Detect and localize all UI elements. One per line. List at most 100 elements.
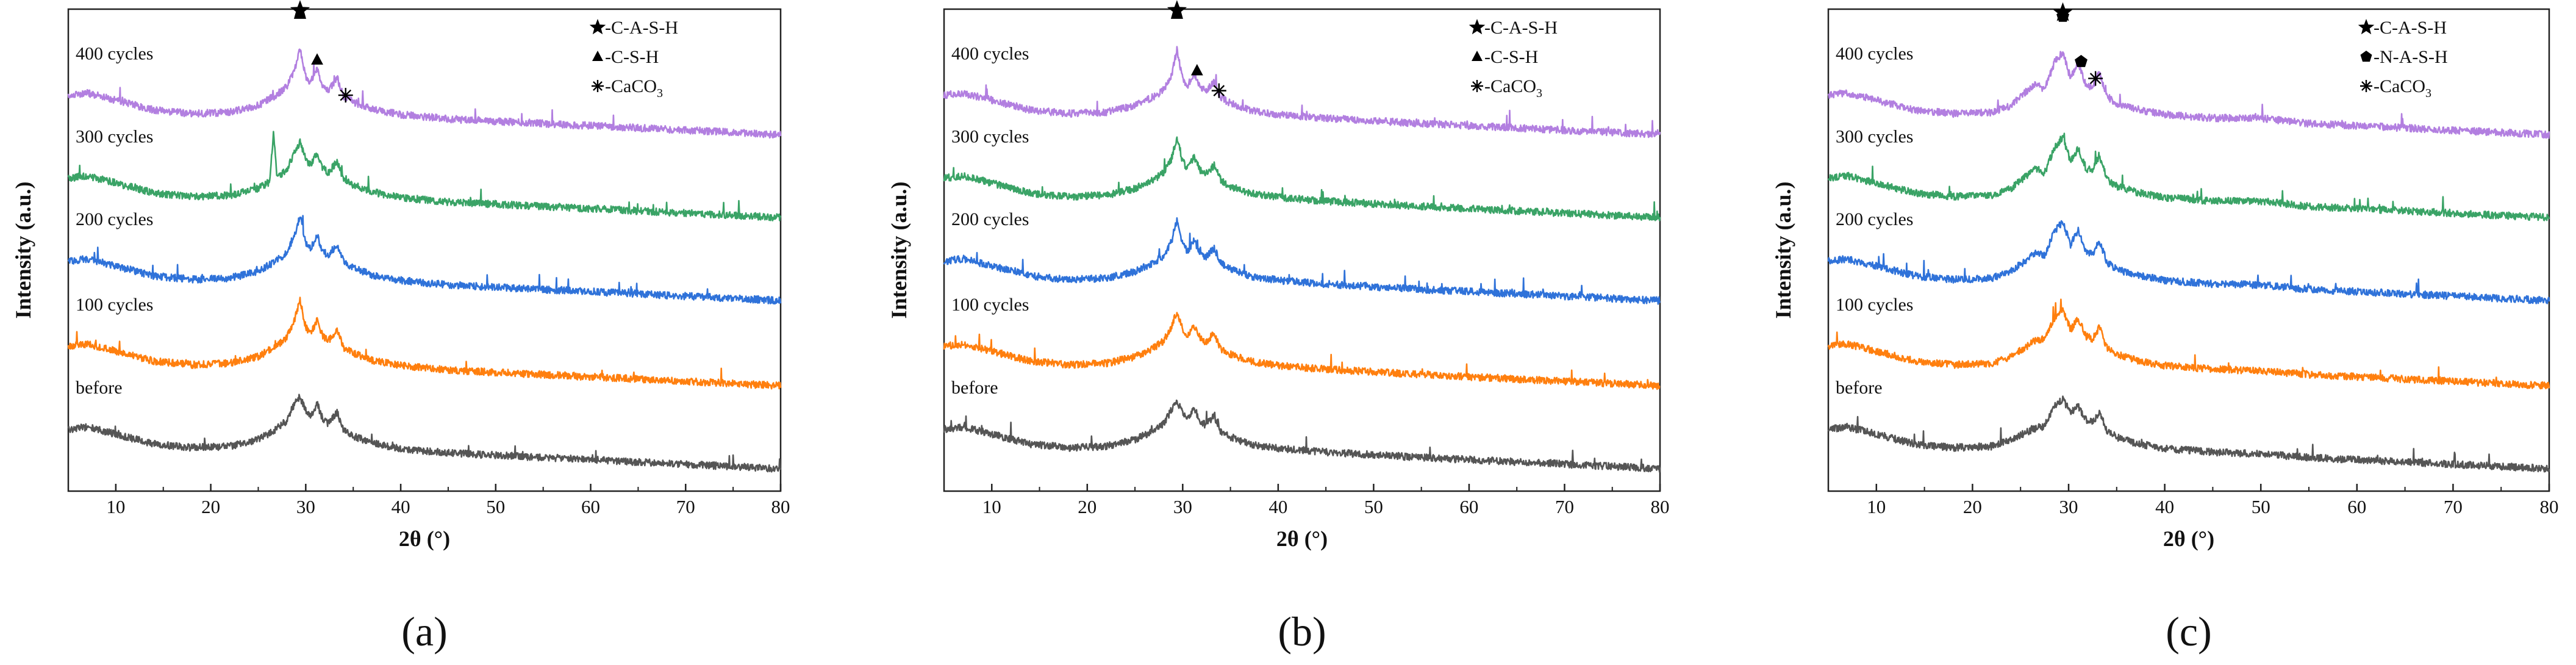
x-tick-label: 70 [1555,496,1574,517]
panel-1: 10 20 30 40 50 60 70 80 2θ (°) Intensity (a.u.) be… [11,0,790,655]
x-tick-label: 80 [2540,496,2559,517]
legend-entry: -CaCO3 [1484,76,1542,100]
legend-entry: -C-S-H [1484,47,1538,67]
panel-label: (a) [401,608,447,655]
x-tick-label: 20 [1078,496,1097,517]
legend-asterisk-icon [2360,80,2372,92]
series-label: before [951,378,998,398]
series-label: before [76,378,123,398]
legend-entry: -C-A-S-H [2374,18,2447,38]
x-tick-label: 50 [1364,496,1383,517]
asterisk-peak-marker [1211,83,1226,98]
series-label: 200 cycles [1836,209,1913,229]
x-tick-label: 70 [2444,496,2463,517]
pentagon-peak-marker [2075,55,2088,67]
series-label: 300 cycles [76,126,153,146]
legend-entry: -C-S-H [605,47,659,67]
series-label: 200 cycles [76,209,153,229]
x-tick-label: 30 [296,496,315,517]
legend-subscript: 3 [1536,87,1542,100]
x-tick-label: 60 [581,496,600,517]
series-300-cycles-line [1827,132,2550,221]
x-tick-label: 60 [1459,496,1478,517]
legend-entry: -N-A-S-H [2374,47,2448,67]
legend-triangle-icon [1472,51,1483,61]
x-tick-label: 20 [1963,496,1982,517]
series-before-line [1827,395,2550,473]
y-axis-label: Intensity (a.u.) [887,181,911,318]
series-400-cycles-line [67,48,782,139]
legend-star-icon [2358,19,2375,35]
series-label: 400 cycles [76,43,153,63]
x-axis-label: 2θ (°) [399,527,450,551]
legend-entry: -C-A-S-H [605,18,678,38]
x-tick-label: 60 [2347,496,2366,517]
legend-asterisk-icon [592,80,604,92]
series-before-line [943,399,1661,473]
legend-entry: -CaCO3 [605,76,663,100]
legend-asterisk-icon [1471,80,1483,92]
series-label: 100 cycles [76,295,153,315]
series-label: 300 cycles [1836,126,1913,146]
x-axis-label: 2θ (°) [1276,527,1328,551]
triangle-peak-marker [311,53,323,65]
x-tick-label: 80 [1651,496,1670,517]
x-axis-label: 2θ (°) [2163,527,2214,551]
series-200-cycles-line [943,217,1661,305]
legend-subscript: 3 [657,87,663,100]
triangle-peak-marker [1190,63,1203,76]
legend-triangle-icon [592,51,603,61]
panel-label: (c) [2166,608,2211,655]
series-label: 400 cycles [951,43,1029,63]
y-axis-label: Intensity (a.u.) [11,181,35,318]
series-400-cycles-line [1827,51,2550,139]
legend-star-icon [1469,19,1486,35]
x-tick-label: 30 [1173,496,1192,517]
x-tick-label: 30 [2059,496,2078,517]
plot-frame [1827,8,2550,492]
x-tick-label: 50 [2252,496,2270,517]
series-label: 100 cycles [1836,295,1913,315]
legend-star-icon [589,19,606,35]
series-label: 400 cycles [1836,43,1913,63]
y-axis-label: Intensity (a.u.) [1771,181,1795,318]
x-tick-label: 50 [486,496,505,517]
x-tick-label: 70 [676,496,695,517]
series-before-line [67,394,782,473]
legend-pentagon-icon [2360,51,2372,62]
series-300-cycles-line [943,136,1661,221]
panel-2: 10 20 30 40 50 60 70 80 2θ (°) Intensity (a.u.) be… [887,0,1670,655]
triangle-peak-marker [1171,7,1183,19]
series-200-cycles-line [67,215,782,305]
x-tick-label: 10 [1867,496,1886,517]
series-label: 200 cycles [951,209,1029,229]
series-100-cycles-line [943,312,1661,390]
x-tick-label: 10 [982,496,1001,517]
series-100-cycles-line [1827,298,2550,390]
x-tick-label: 20 [201,496,220,517]
legend-subscript: 3 [2425,87,2431,100]
legend-entry: -CaCO3 [2374,76,2431,100]
asterisk-peak-marker [338,88,353,103]
series-100-cycles-line [67,297,782,390]
plot-frame [67,8,782,492]
x-tick-label: 10 [106,496,125,517]
series-300-cycles-line [67,131,782,221]
x-tick-label: 40 [392,496,410,517]
asterisk-peak-marker [2088,71,2103,86]
triangle-peak-marker [294,7,306,19]
series-200-cycles-line [1827,220,2550,304]
legend-entry: -C-A-S-H [1484,18,1558,38]
pentagon-peak-marker [2056,9,2069,22]
x-tick-label: 40 [2155,496,2174,517]
series-label: before [1836,378,1883,398]
series-label: 100 cycles [951,295,1029,315]
series-label: 300 cycles [951,126,1029,146]
series-400-cycles-line [943,46,1661,138]
panel-label: (b) [1278,608,1326,655]
x-tick-label: 40 [1268,496,1287,517]
x-tick-label: 80 [771,496,790,517]
plot-frame [943,8,1661,492]
panel-3: 10 20 30 40 50 60 70 80 2θ (°) Intensity (a.u.) be… [1771,2,2559,655]
